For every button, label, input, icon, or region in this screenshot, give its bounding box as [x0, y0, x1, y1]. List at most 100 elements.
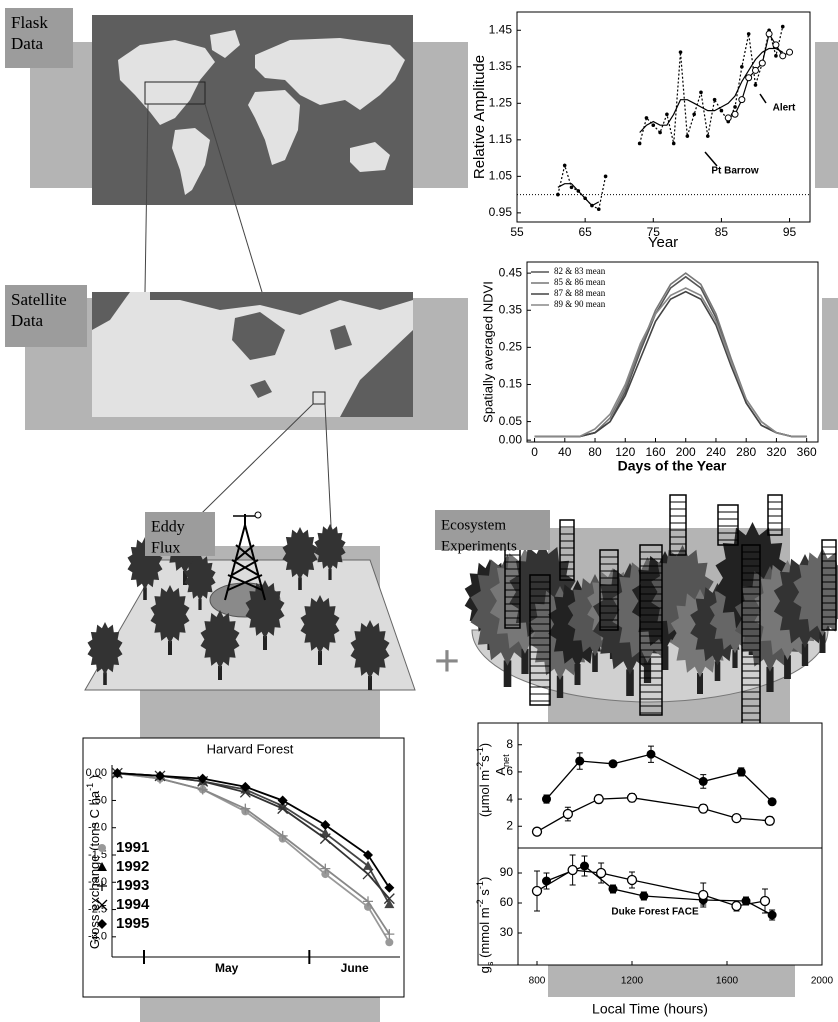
- tree-trunk: [503, 660, 512, 687]
- marker: [740, 64, 744, 69]
- marker: [705, 134, 710, 138]
- legend-label: 1991: [116, 839, 149, 856]
- section-label-box: [5, 285, 87, 347]
- chamber-ring: [559, 519, 575, 581]
- y-tick-label: 1.25: [489, 95, 513, 109]
- marker: [363, 860, 373, 870]
- continent: [248, 90, 300, 165]
- marker: [608, 884, 618, 894]
- y-tick-label: 1.35: [489, 59, 513, 73]
- marker: [786, 48, 794, 56]
- section-label: Data: [11, 311, 44, 330]
- marker: [698, 889, 709, 901]
- marker: [575, 756, 585, 766]
- marker: [626, 792, 638, 803]
- marker: [562, 163, 567, 168]
- marker: [772, 41, 780, 49]
- marker: [779, 52, 787, 60]
- label-part: -2: [475, 899, 485, 907]
- zoom-box: [144, 81, 206, 105]
- label-part: -1: [475, 881, 485, 889]
- marker: [651, 123, 656, 128]
- legend-marker: [96, 899, 108, 911]
- x-axis-label: Days of the Year: [618, 458, 727, 474]
- marker: [626, 874, 638, 886]
- continent: [172, 128, 210, 195]
- x-tick-label: 320: [766, 445, 786, 459]
- x-tick-label: 1600: [716, 976, 739, 987]
- continent: [255, 38, 405, 110]
- series-line: [117, 772, 391, 935]
- x-tick-label: 80: [588, 445, 602, 459]
- x-tick-label: 800: [529, 976, 546, 987]
- marker: [699, 90, 703, 95]
- x-tick-label: 1200: [621, 976, 644, 987]
- chamber-ring: [529, 574, 551, 706]
- marker: [363, 896, 373, 907]
- zoom-line: [144, 103, 149, 293]
- marker: [384, 899, 395, 909]
- marker: [363, 850, 373, 860]
- marker: [542, 794, 551, 804]
- water: [150, 292, 413, 315]
- marker: [764, 815, 775, 826]
- chamber-ring: [639, 544, 663, 716]
- y-tick-label: -3.0: [88, 931, 107, 943]
- tree: [793, 548, 838, 637]
- y-axis-label: Gross exchange (tons C ha-1 ): [85, 775, 102, 949]
- water: [92, 292, 130, 330]
- y-tick-label: 0.95: [489, 205, 513, 219]
- marker: [765, 30, 773, 38]
- y-tick-label: 1.45: [489, 22, 513, 36]
- plot-frame: [516, 11, 811, 223]
- marker: [112, 768, 123, 779]
- label-part: g: [477, 966, 492, 973]
- marker: [712, 97, 717, 102]
- tree: [150, 585, 190, 644]
- series-line: [117, 772, 391, 889]
- marker: [385, 938, 394, 947]
- tower: [235, 544, 255, 561]
- tree-trunk: [183, 571, 187, 585]
- tree-trunk: [298, 577, 302, 590]
- marker: [197, 773, 208, 784]
- y-tick-label: -.50: [88, 794, 107, 806]
- tree: [87, 622, 123, 675]
- marker: [595, 867, 607, 879]
- label-part: ): [87, 775, 102, 783]
- marker: [562, 808, 574, 820]
- section-label: Ecosystem: [441, 517, 506, 533]
- section-label-box: [145, 512, 215, 556]
- legend-marker: [98, 844, 106, 852]
- label-part: ): [477, 743, 492, 747]
- marker: [678, 50, 683, 54]
- x-tick-label: 75: [647, 225, 661, 239]
- chamber-ring: [599, 549, 619, 631]
- zoom-line: [204, 103, 263, 293]
- x-axis-label: Year: [648, 234, 678, 251]
- tree: [282, 527, 318, 580]
- chamber-ring: [767, 494, 783, 536]
- plot-frame: [526, 261, 819, 443]
- chamber-ring: [717, 504, 739, 546]
- y-tick-label: 60: [500, 895, 514, 909]
- y-tick-label: -1.0: [88, 822, 107, 834]
- tree-trunk: [328, 568, 332, 580]
- marker: [698, 776, 708, 786]
- section-label: Experiments: [441, 538, 517, 554]
- label-part: ): [477, 877, 492, 881]
- section-label-box: [5, 8, 73, 68]
- y-tick-label: 0.25: [499, 340, 523, 354]
- zoom-box: [312, 391, 326, 405]
- x-tick-label: 55: [510, 225, 524, 239]
- marker: [596, 207, 601, 212]
- legend-label: 1992: [116, 858, 149, 875]
- tree-trunk: [198, 598, 202, 610]
- y-tick-label: 0.15: [499, 377, 523, 391]
- y-tick-label: 0.45: [499, 265, 523, 279]
- legend-label: 87 & 88 mean: [554, 288, 606, 298]
- x-tick-label: 95: [783, 225, 797, 239]
- marker: [751, 66, 759, 74]
- tree: [314, 524, 346, 571]
- annotation: Duke Forest FACE: [611, 907, 699, 918]
